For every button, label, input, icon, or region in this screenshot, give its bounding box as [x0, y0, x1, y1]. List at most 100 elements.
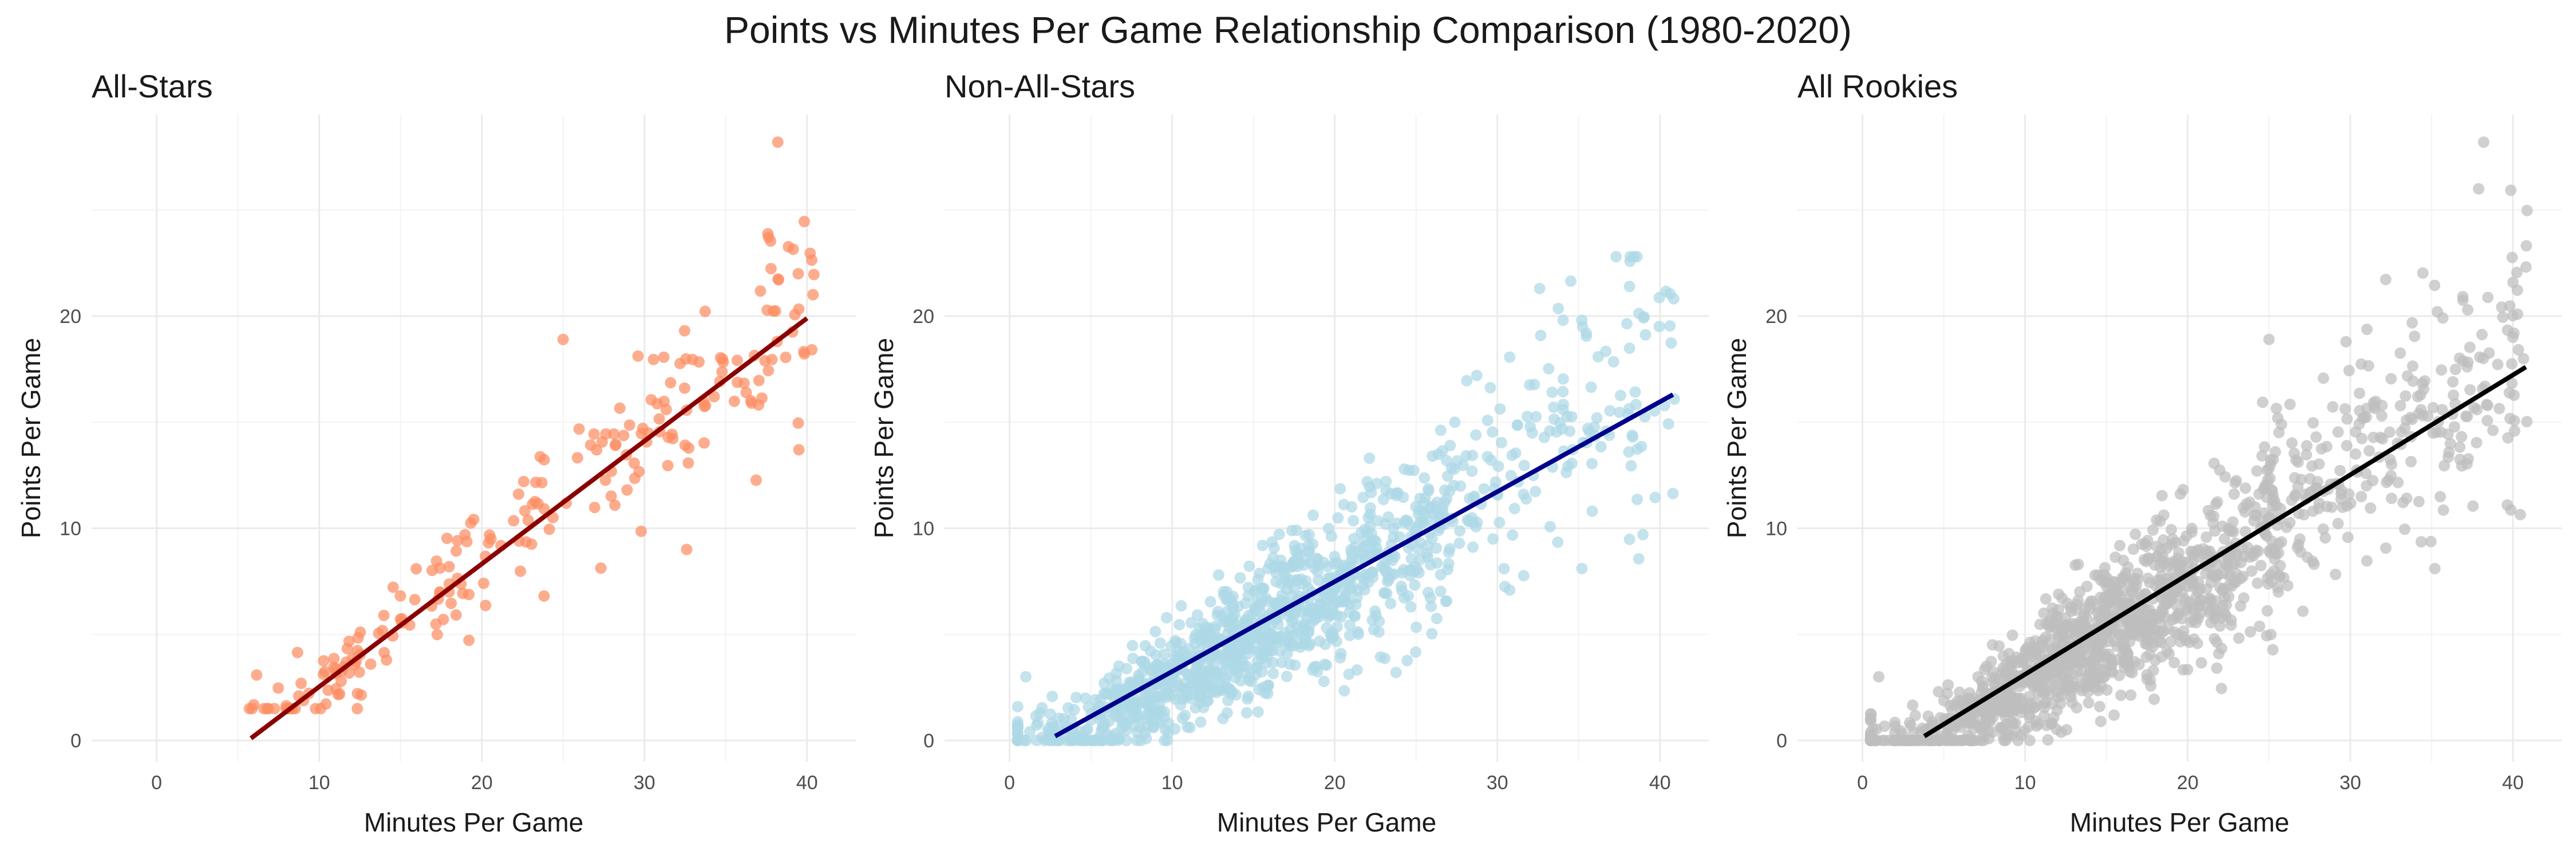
data-point: [2074, 586, 2086, 598]
data-point: [1522, 411, 1533, 423]
data-point: [2029, 635, 2041, 647]
data-point: [2069, 559, 2081, 571]
data-point: [1668, 293, 1680, 305]
data-point: [2368, 431, 2380, 443]
data-point: [480, 600, 492, 612]
data-point: [2255, 559, 2267, 572]
data-point: [2267, 495, 2279, 507]
data-point: [1302, 582, 1314, 594]
data-point: [2210, 570, 2222, 581]
data-point: [662, 460, 674, 471]
data-point: [2020, 645, 2032, 657]
data-point: [2376, 410, 2388, 422]
data-point: [2211, 662, 2223, 674]
data-point: [762, 228, 774, 240]
data-point: [2093, 612, 2105, 623]
data-point: [2272, 412, 2283, 424]
data-point: [686, 353, 698, 365]
data-point: [1330, 636, 1342, 647]
data-point: [2060, 681, 2072, 693]
data-point: [484, 529, 495, 541]
data-point: [2125, 689, 2137, 701]
data-point: [1222, 695, 1234, 707]
data-point: [2245, 626, 2257, 638]
data-point: [430, 618, 442, 630]
data-point: [1322, 561, 1334, 573]
data-point: [2141, 673, 2153, 685]
data-point: [1938, 695, 1950, 707]
data-point: [2317, 523, 2329, 535]
data-point: [2259, 441, 2270, 453]
data-point: [1209, 677, 1221, 689]
y-axis-title: Points Per Game: [16, 338, 46, 538]
data-point: [1344, 629, 1356, 641]
data-point: [1321, 594, 1333, 606]
data-point: [2448, 421, 2460, 433]
x-tick-label: 0: [1857, 772, 1868, 794]
data-point: [2051, 675, 2063, 686]
data-point: [2464, 341, 2476, 353]
data-point: [1235, 675, 1247, 687]
data-point: [2259, 482, 2271, 494]
data-point: [1159, 724, 1171, 736]
data-point: [2418, 383, 2429, 395]
data-point: [2520, 240, 2532, 252]
data-point: [1362, 512, 1374, 524]
data-point: [1424, 592, 1436, 604]
data-point: [1498, 563, 1510, 574]
data-point: [1435, 424, 1447, 436]
data-point: [2436, 404, 2448, 416]
data-point: [731, 354, 743, 367]
data-point: [2354, 405, 2366, 417]
data-point: [609, 439, 621, 451]
data-point: [410, 563, 422, 575]
data-point: [2239, 526, 2251, 538]
data-point: [716, 366, 728, 378]
data-point: [1204, 596, 1216, 608]
data-point: [1267, 668, 1279, 679]
data-point: [2505, 184, 2517, 196]
x-tick-label: 30: [634, 772, 655, 794]
data-point: [2098, 569, 2110, 581]
data-point: [1997, 650, 2009, 662]
data-point: [1179, 710, 1191, 722]
data-point: [1518, 570, 1530, 582]
data-point: [430, 555, 442, 567]
data-point: [1956, 735, 1968, 746]
data-point: [335, 675, 347, 687]
data-point: [2208, 633, 2221, 645]
data-point: [2307, 505, 2319, 517]
data-point: [2111, 640, 2123, 652]
data-point: [780, 352, 792, 363]
data-point: [1149, 625, 1161, 637]
data-point: [268, 703, 280, 715]
data-point: [2176, 555, 2188, 568]
data-point: [2447, 376, 2459, 388]
data-point: [2030, 697, 2041, 709]
data-point: [2506, 377, 2518, 389]
data-point: [2301, 440, 2313, 452]
data-point: [450, 609, 462, 621]
data-point: [1278, 597, 1289, 609]
data-point: [2167, 533, 2179, 545]
data-point: [2229, 477, 2241, 489]
data-point: [2174, 488, 2186, 500]
data-point: [2115, 689, 2127, 702]
data-point: [1186, 617, 1198, 629]
data-point: [632, 350, 644, 362]
data-point: [2454, 441, 2466, 453]
data-point: [2042, 734, 2054, 746]
data-point: [1364, 481, 1376, 493]
data-point: [614, 402, 626, 414]
data-point: [1223, 683, 1235, 695]
data-point: [1405, 601, 1417, 613]
data-point: [2038, 607, 2050, 619]
data-point: [2310, 431, 2322, 443]
data-point: [2339, 403, 2351, 415]
data-point: [2321, 440, 2333, 452]
data-point: [2081, 649, 2093, 661]
data-point: [1190, 629, 1202, 641]
data-point: [409, 594, 421, 605]
data-point: [2068, 624, 2080, 636]
data-point: [2116, 572, 2128, 584]
